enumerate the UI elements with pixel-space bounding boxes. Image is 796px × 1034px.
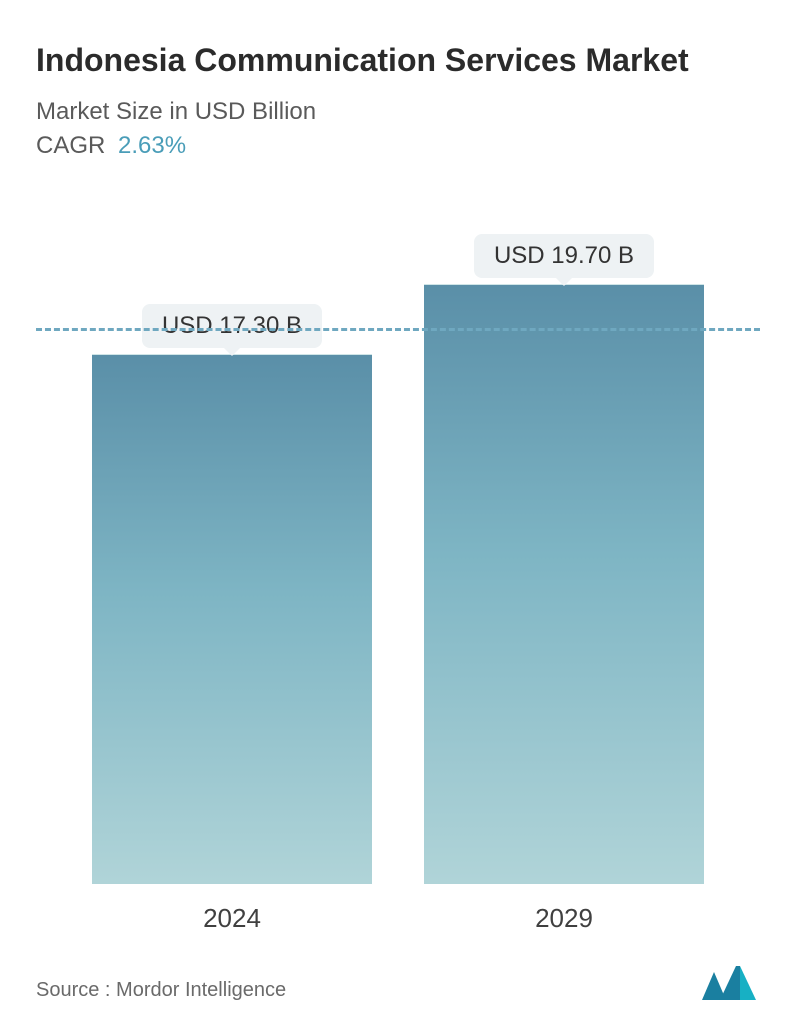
mordor-logo-icon [700,964,760,1002]
x-label: 2024 [92,903,372,934]
value-pill: USD 17.30 B [142,304,322,348]
x-label: 2029 [424,903,704,934]
cagr-line: CAGR 2.63% [36,132,760,160]
bar-group-2024: USD 17.30 B [92,304,372,884]
footer: Source : Mordor Intelligence [36,964,760,1014]
bar-group-2029: USD 19.70 B [424,234,704,884]
reference-line [36,328,760,331]
chart-area: USD 17.30 B USD 19.70 B 2024 2029 [36,230,760,944]
cagr-label: CAGR [36,132,105,159]
subtitle: Market Size in USD Billion [36,98,760,126]
bar-2024 [92,354,372,884]
x-axis-labels: 2024 2029 [36,903,760,934]
source-text: Source : Mordor Intelligence [36,979,286,1002]
page-title: Indonesia Communication Services Market [36,40,760,80]
chart-container: Indonesia Communication Services Market … [0,0,796,1034]
cagr-value: 2.63% [118,132,186,159]
bar-2029 [424,284,704,884]
value-pill: USD 19.70 B [474,234,654,278]
